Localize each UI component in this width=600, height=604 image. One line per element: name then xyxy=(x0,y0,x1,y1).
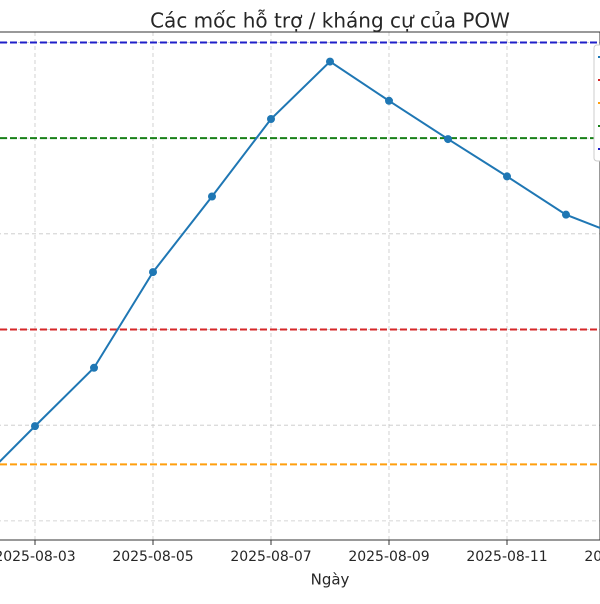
data-point xyxy=(267,114,275,123)
data-point xyxy=(208,192,216,201)
data-point xyxy=(503,172,511,181)
x-tick-label: 2025-08-13 xyxy=(584,549,600,565)
data-point xyxy=(326,57,334,66)
data-point xyxy=(385,96,393,105)
x-tick-label: 2025-08-07 xyxy=(230,549,311,565)
legend-box xyxy=(593,44,600,162)
x-tick-label: 2025-08-11 xyxy=(466,549,547,565)
data-point xyxy=(444,135,452,144)
x-tick-label: 2025-08-03 xyxy=(0,549,76,565)
x-tick-label: 2025-08-09 xyxy=(348,549,429,565)
data-point xyxy=(562,210,570,219)
data-point xyxy=(90,363,98,372)
x-axis-label: Ngày xyxy=(311,571,350,589)
data-point xyxy=(149,268,157,277)
data-line xyxy=(0,60,600,463)
data-point xyxy=(31,422,39,431)
chart-title: Các mốc hỗ trợ / kháng cự của POW xyxy=(150,9,510,33)
x-tick-label: 2025-08-05 xyxy=(112,549,193,565)
plot-frame xyxy=(0,31,600,541)
